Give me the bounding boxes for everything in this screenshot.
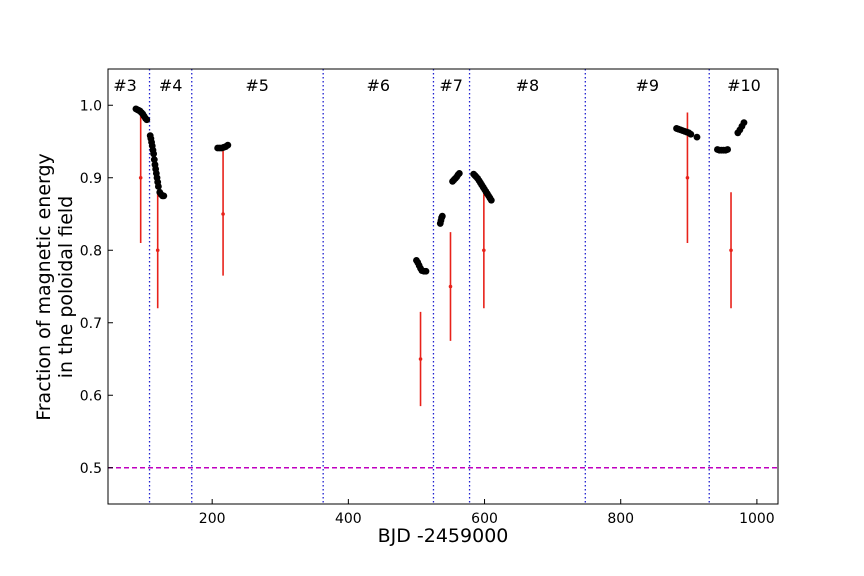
x-tick-label: 800 — [607, 511, 634, 527]
season-label: #10 — [727, 76, 761, 95]
season-label: #8 — [516, 76, 540, 95]
error-bar-point — [418, 357, 423, 361]
season-label: #7 — [439, 76, 463, 95]
data-point — [724, 146, 732, 153]
season-label: #3 — [113, 76, 137, 95]
y-axis-label-line-2: in the poloidal field — [55, 196, 77, 378]
y-tick-label: 0.5 — [80, 461, 102, 477]
data-point — [740, 119, 748, 127]
y-tick-label: 0.9 — [80, 171, 102, 187]
data-point — [487, 196, 495, 204]
data-point — [693, 133, 701, 141]
data-point — [455, 170, 463, 177]
season-label: #9 — [635, 76, 659, 95]
y-axis-label-line-1: Fraction of magnetic energy — [33, 153, 55, 421]
data-point — [150, 150, 158, 158]
data-point — [150, 156, 158, 164]
y-tick-label: 0.8 — [80, 243, 102, 259]
x-tick-label: 400 — [335, 511, 362, 527]
error-bar-point — [138, 175, 143, 180]
y-tick-label: 0.6 — [80, 388, 102, 404]
data-point — [160, 192, 168, 200]
error-bar-point — [448, 284, 453, 289]
data-point — [154, 183, 162, 190]
season-label: #6 — [367, 76, 391, 95]
error-bar-point — [155, 248, 160, 253]
error-bar-point — [685, 175, 690, 180]
plot-area: #3 #4 #5 #6 #7 #8 #9 #10 — [108, 69, 778, 504]
error-bar-point — [729, 248, 733, 253]
y-tick-label: 0.7 — [80, 316, 102, 332]
data-point — [438, 212, 446, 220]
error-bar-point — [482, 248, 486, 253]
data-point — [422, 267, 430, 275]
error-bar-point — [221, 212, 225, 216]
season-label: #5 — [245, 76, 269, 95]
data-point — [687, 130, 695, 138]
x-axis-label: BJD -2459000 — [378, 525, 509, 547]
x-tick-label: 200 — [199, 511, 226, 527]
data-point — [143, 116, 151, 124]
axes: 200 400 600 800 1000 0.5 0.6 0.7 0.8 0.9 1.0 — [80, 98, 775, 527]
data-point — [224, 141, 232, 149]
plot-frame — [107, 68, 779, 505]
season-label: #4 — [159, 76, 183, 95]
y-tick-label: 1.0 — [80, 98, 102, 114]
x-tick-label: 1000 — [739, 511, 775, 527]
x-tick-label: 600 — [471, 511, 498, 527]
